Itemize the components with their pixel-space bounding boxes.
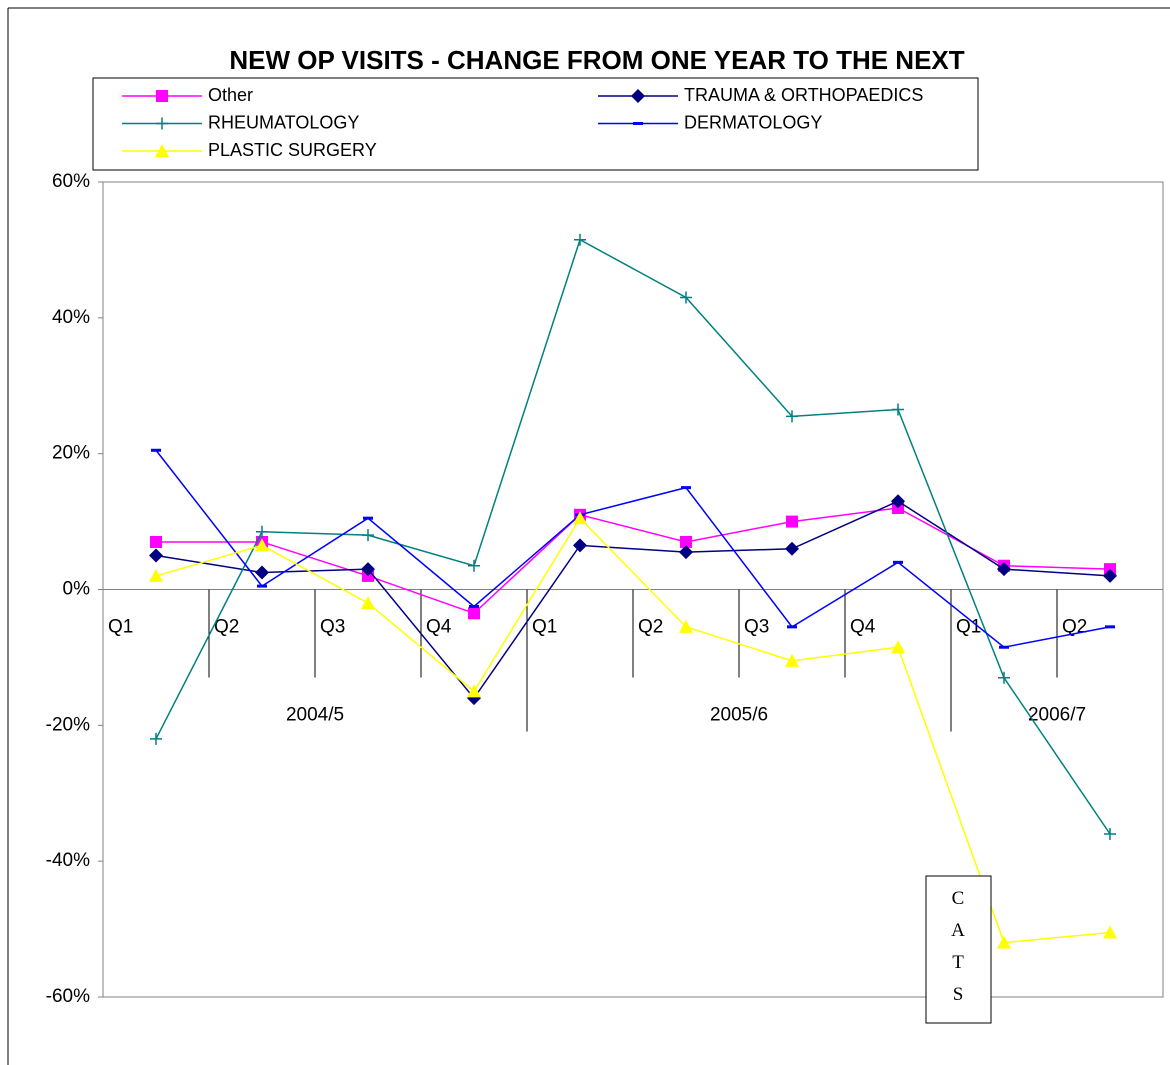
series-line bbox=[155, 449, 1111, 649]
marker bbox=[679, 545, 693, 560]
series-line bbox=[155, 516, 1111, 944]
y-tick-label: -60% bbox=[46, 986, 90, 1007]
marker bbox=[149, 568, 163, 582]
marker bbox=[150, 535, 162, 548]
marker bbox=[681, 486, 691, 490]
marker bbox=[257, 584, 267, 588]
marker bbox=[891, 640, 905, 654]
x-tick-label: Q3 bbox=[320, 617, 345, 638]
marker bbox=[1104, 828, 1116, 840]
marker bbox=[468, 607, 480, 620]
x-tick-label: Q1 bbox=[956, 617, 981, 638]
marker bbox=[155, 144, 169, 157]
marker bbox=[680, 535, 692, 548]
legend-label: DERMATOLOGY bbox=[684, 112, 822, 132]
marker bbox=[997, 935, 1011, 949]
x-group-label: 2004/5 bbox=[286, 705, 344, 726]
legend-label: TRAUMA & ORTHOPAEDICS bbox=[684, 85, 923, 105]
marker bbox=[785, 653, 799, 667]
marker bbox=[679, 619, 693, 633]
marker bbox=[893, 560, 903, 564]
legend-label: Other bbox=[208, 85, 253, 105]
marker bbox=[1103, 925, 1117, 939]
series-line bbox=[155, 238, 1111, 835]
legend-box bbox=[92, 77, 979, 171]
x-tick-label: Q3 bbox=[744, 617, 769, 638]
marker bbox=[469, 604, 479, 608]
y-tick-label: 20% bbox=[52, 443, 90, 464]
y-tick-label: -40% bbox=[46, 850, 90, 871]
marker bbox=[574, 233, 586, 246]
x-tick-label: Q2 bbox=[214, 617, 239, 638]
marker bbox=[467, 684, 481, 698]
x-tick-label: Q1 bbox=[532, 617, 557, 638]
marker bbox=[631, 89, 645, 103]
marker bbox=[361, 596, 375, 610]
marker bbox=[786, 515, 798, 528]
x-tick-label: Q4 bbox=[850, 617, 876, 638]
y-tick-label: 40% bbox=[52, 307, 90, 328]
marker bbox=[150, 732, 162, 745]
marker bbox=[363, 516, 373, 520]
marker bbox=[255, 565, 269, 580]
marker bbox=[785, 541, 799, 556]
marker bbox=[892, 403, 904, 416]
x-group-label: 2005/6 bbox=[710, 705, 768, 726]
marker bbox=[255, 538, 269, 552]
chart-title: NEW OP VISITS - CHANGE FROM ONE YEAR TO … bbox=[229, 45, 964, 75]
x-tick-label: Q1 bbox=[108, 617, 133, 638]
marker bbox=[997, 562, 1011, 577]
marker bbox=[891, 494, 905, 509]
marker bbox=[468, 559, 480, 572]
series-line bbox=[155, 500, 1111, 700]
marker bbox=[256, 525, 268, 538]
x-tick-label: Q2 bbox=[638, 617, 663, 638]
marker bbox=[573, 538, 587, 553]
legend-label: RHEUMATOLOGY bbox=[208, 112, 359, 132]
x-group-label: 2006/7 bbox=[1028, 705, 1086, 726]
marker bbox=[787, 625, 797, 629]
marker bbox=[151, 448, 161, 452]
marker bbox=[362, 529, 374, 542]
marker bbox=[149, 548, 163, 563]
marker bbox=[361, 562, 375, 577]
marker bbox=[999, 645, 1009, 649]
marker bbox=[1103, 568, 1117, 583]
legend-label: PLASTIC SURGERY bbox=[208, 140, 377, 160]
marker bbox=[786, 410, 798, 423]
annotation-box bbox=[925, 875, 992, 1024]
y-tick-label: -20% bbox=[46, 714, 90, 735]
marker bbox=[633, 122, 643, 125]
series-line bbox=[156, 507, 1111, 615]
marker bbox=[156, 117, 168, 130]
y-tick-label: 60% bbox=[52, 171, 90, 192]
marker bbox=[573, 511, 587, 525]
marker bbox=[680, 291, 692, 304]
y-tick-label: 0% bbox=[63, 579, 91, 600]
marker bbox=[1105, 625, 1115, 629]
x-tick-label: Q4 bbox=[426, 617, 452, 638]
marker bbox=[998, 671, 1010, 684]
marker bbox=[156, 90, 168, 102]
